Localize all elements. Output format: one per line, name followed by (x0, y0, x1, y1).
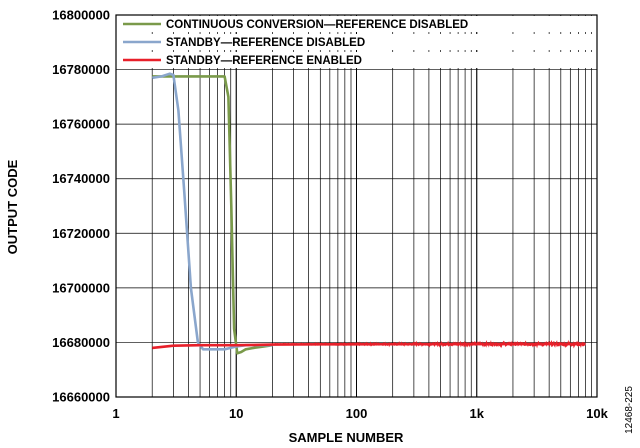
x-tick-label: 10k (586, 406, 608, 421)
y-tick-label: 16720000 (52, 226, 110, 241)
chart-series (152, 72, 586, 355)
y-tick-label: 16800000 (52, 8, 110, 23)
chart-grid (116, 14, 597, 398)
series-line-2 (152, 72, 273, 351)
x-tick-label: 100 (346, 406, 368, 421)
plot-frame (115, 14, 598, 398)
x-tick-label: 10 (229, 406, 243, 421)
y-tick-label: 16780000 (52, 62, 110, 77)
legend-row-background (119, 52, 595, 68)
legend-label: STANDBY—REFERENCE ENABLED (166, 55, 362, 67)
x-axis-title: SAMPLE NUMBER (289, 430, 404, 445)
x-tick-label: 1k (470, 406, 485, 421)
legend-row-background (119, 34, 595, 50)
y-tick-label: 16700000 (52, 280, 110, 295)
legend-label: STANDBY—REFERENCE DISABLED (166, 37, 365, 49)
y-tick-label: 16680000 (52, 335, 110, 350)
figure-id: 12468-225 (624, 386, 635, 434)
x-tick-label: 1 (112, 406, 119, 421)
legend-row-background (119, 16, 595, 32)
y-tick-label: 16760000 (52, 117, 110, 132)
y-axis-title: OUTPUT CODE (5, 159, 20, 254)
series-noise-3 (272, 339, 586, 349)
y-tick-label: 16740000 (52, 171, 110, 186)
legend-label: CONTINUOUS CONVERSION—REFERENCE DISABLED (166, 19, 468, 31)
chart-legend: CONTINUOUS CONVERSION—REFERENCE DISABLED… (119, 16, 595, 68)
chart-axes: 16660000 16680000 16700000 16720000 16740000… (52, 8, 608, 422)
series-line-1 (152, 75, 273, 355)
y-tick-label: 16660000 (52, 390, 110, 405)
